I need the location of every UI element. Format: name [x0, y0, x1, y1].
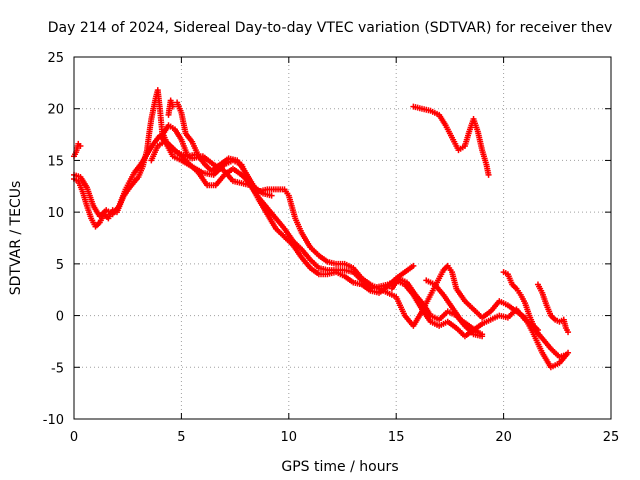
y-tick-label: 20: [47, 103, 64, 118]
series-track-j: [534, 281, 567, 325]
series-line: [176, 101, 273, 197]
y-tick-label: 0: [56, 310, 64, 325]
data-point-marker: [562, 351, 569, 358]
x-tick-label: 5: [177, 430, 185, 445]
series-line: [412, 105, 490, 176]
x-tick-label: 10: [281, 430, 298, 445]
x-tick-label: 0: [70, 430, 78, 445]
series-track-k: [560, 316, 572, 336]
x-tick-label: 20: [495, 430, 512, 445]
data-point-marker: [534, 327, 541, 334]
tick-labels: 0 5 10 15 20 25 -10 -5 0 5 10 15 20 25: [43, 51, 620, 445]
data-series: [71, 87, 572, 371]
series-track-d: [159, 122, 209, 162]
series-track-f: [410, 103, 492, 178]
y-axis-label: SDTVAR / TECUs: [8, 181, 24, 296]
series-track-h: [423, 277, 486, 338]
data-point-marker: [485, 171, 492, 178]
series-track-m: [165, 97, 176, 118]
y-tick-label: -10: [43, 413, 64, 428]
y-tick-label: 5: [56, 258, 64, 273]
x-axis-label: GPS time / hours: [281, 459, 398, 475]
x-tick-label: 25: [603, 430, 620, 445]
y-tick-label: 25: [47, 51, 64, 66]
y-tick-label: 10: [47, 206, 64, 221]
x-tick-label: 15: [388, 430, 405, 445]
series-line: [73, 134, 569, 369]
data-point-marker: [410, 262, 417, 269]
data-point-marker: [268, 192, 275, 199]
y-tick-label: 15: [47, 154, 64, 169]
data-point-marker: [479, 331, 486, 338]
plot-frame: [73, 56, 612, 420]
series-track-i: [500, 269, 541, 334]
y-tick-label: -5: [51, 361, 64, 376]
series-track-e: [174, 99, 275, 199]
chart-title: Day 214 of 2024, Sidereal Day-to-day VTE…: [48, 20, 612, 36]
series-track-l: [71, 140, 84, 160]
data-point-marker: [565, 329, 572, 336]
data-point-marker: [169, 103, 176, 110]
series-track-b: [71, 132, 572, 371]
data-point-marker: [77, 142, 84, 149]
